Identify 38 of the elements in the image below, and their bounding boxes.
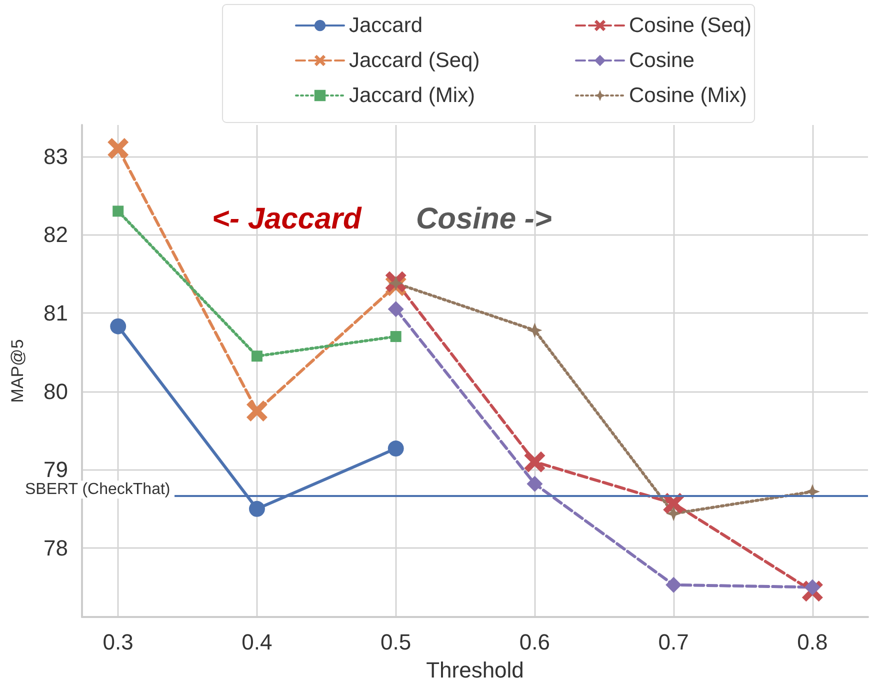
legend-label: Jaccard (349, 14, 423, 37)
ref-line-label: SBERT (CheckThat) (25, 481, 170, 498)
x-tick-label: 0.6 (519, 630, 550, 654)
point (804, 484, 820, 500)
x-tick-label: 0.8 (797, 630, 828, 654)
y-tick-label: 78 (44, 536, 68, 561)
x-tick-label: 0.5 (380, 630, 412, 654)
point (390, 331, 402, 342)
legend-label: Cosine (Mix) (629, 84, 747, 107)
legend-label: Cosine (Seq) (629, 14, 752, 37)
x-tick-label: 0.3 (102, 630, 134, 654)
y-tick-label: 82 (44, 222, 68, 248)
y-tick-label: 80 (44, 378, 68, 404)
point (388, 440, 404, 457)
point (110, 318, 126, 334)
point (526, 476, 543, 492)
point (246, 400, 268, 422)
point (108, 138, 129, 160)
legend-label: Jaccard (Seq) (349, 49, 480, 72)
y-tick-label: 79 (44, 457, 68, 482)
y-axis-title: MAP@5 (8, 339, 27, 403)
point (666, 576, 682, 593)
y-tick-label: 81 (44, 300, 68, 326)
x-tick-label: 0.4 (242, 630, 272, 654)
point (112, 206, 124, 217)
point (666, 506, 682, 522)
x-axis-title: Threshold (426, 658, 524, 682)
point (527, 322, 542, 338)
point (251, 350, 262, 362)
annotation: Cosine -> (416, 202, 552, 236)
annotation: <- Jaccard (212, 202, 362, 236)
point (388, 301, 404, 318)
x-tick-label: 0.7 (658, 630, 689, 654)
point (524, 451, 546, 472)
point (248, 500, 265, 517)
legend-label: Jaccard (Mix) (349, 84, 476, 107)
legend-label: Cosine (629, 49, 694, 72)
y-tick-label: 83 (44, 144, 68, 169)
